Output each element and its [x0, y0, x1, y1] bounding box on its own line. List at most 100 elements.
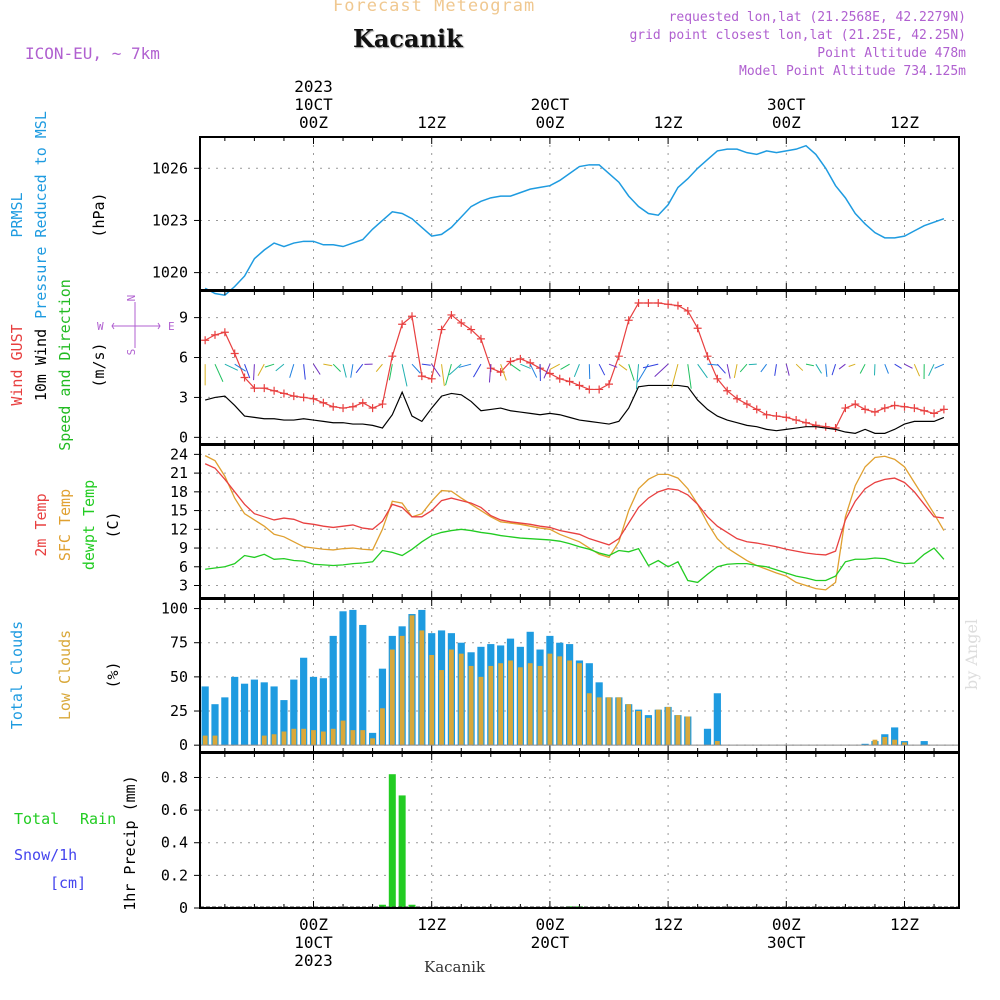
wind-direction-arrow	[774, 364, 777, 376]
low-cloud-bar	[527, 663, 533, 746]
gust-marker	[595, 385, 604, 394]
wind-direction-arrow	[355, 363, 364, 374]
gust-marker	[329, 402, 338, 411]
low-cloud-bar	[360, 730, 366, 746]
wind-direction-arrow	[934, 363, 945, 369]
low-cloud-bar	[202, 735, 208, 746]
y-tick-label: 75	[170, 634, 188, 652]
wind-direction-arrow	[618, 363, 628, 371]
model-label: ICON-EU, ~ 7km	[25, 44, 160, 63]
gust-marker	[614, 352, 623, 361]
low-cloud-bar	[419, 630, 425, 746]
top-time-label: 12Z	[417, 113, 446, 132]
total-cloud-bar	[240, 683, 249, 746]
wind-direction-arrow	[375, 363, 383, 373]
total-cloud-bar	[250, 679, 258, 746]
gust-marker	[260, 384, 269, 393]
low-cloud-bar	[665, 706, 671, 746]
low-cloud-bar	[301, 728, 307, 746]
wind-direction-arrow	[838, 363, 846, 370]
gust-marker	[526, 358, 535, 367]
y-tick-label: 0.6	[161, 801, 188, 819]
wind-speed-line	[204, 384, 945, 434]
low-cloud-bar	[685, 716, 691, 746]
wind-direction-arrow	[760, 363, 768, 373]
wind-direction-arrow	[795, 363, 804, 371]
total-cloud-bar	[270, 686, 278, 746]
gust-marker	[890, 401, 899, 410]
total-cloud-bar	[329, 635, 337, 746]
low-cloud-bar	[882, 736, 888, 746]
gust-marker	[319, 398, 328, 407]
pressure-line	[204, 144, 945, 297]
y-tick-label: 24	[170, 445, 188, 463]
compass-w: W	[97, 320, 104, 333]
total-cloud-bar	[290, 679, 298, 746]
y-axis-label: dewpt Temp	[80, 480, 98, 570]
gust-marker	[693, 324, 702, 333]
wind-direction-arrow	[642, 363, 659, 369]
gust-marker	[388, 352, 397, 361]
panel-5: 0 0.2 0.4 0.6 0.8 1hr Precip (mm) Total RainSno…	[14, 753, 959, 917]
wind-direction-arrow	[549, 363, 560, 370]
wind-direction-arrow	[431, 363, 441, 377]
y-tick-label: 6	[179, 349, 188, 367]
low-cloud-bar	[488, 665, 494, 746]
gust-marker	[427, 374, 436, 383]
total-cloud-bar	[920, 741, 928, 746]
top-time-label: 12Z	[890, 113, 919, 132]
y-tick-label: 3	[179, 388, 188, 406]
requested-lonlat: requested lon,lat (21.2568E, 42.2279N)	[668, 10, 966, 25]
compass-n: N	[125, 295, 138, 302]
gust-marker	[752, 405, 761, 414]
compass-e: E	[168, 320, 175, 333]
wind-direction-arrow	[687, 364, 692, 389]
gust-marker	[624, 316, 633, 325]
wind-direction-arrow	[815, 363, 822, 374]
y-axis-unit: (%)	[104, 661, 122, 688]
gust-marker	[408, 312, 416, 321]
wind-direction-arrow	[904, 363, 913, 369]
bottom-time-label: 12Z	[417, 915, 446, 934]
wind-direction-arrow	[928, 363, 935, 377]
wind-direction-arrow	[244, 363, 251, 379]
legend-snow: Snow/1h	[14, 846, 77, 864]
gust-marker	[880, 404, 889, 413]
y-tick-label: 18	[170, 483, 188, 501]
legend-unit: [cm]	[50, 874, 86, 892]
gust-marker	[930, 409, 939, 418]
gust-marker	[683, 306, 692, 315]
bottom-time-label: 20CT	[531, 933, 570, 952]
y-tick-label: 21	[170, 464, 188, 482]
y-tick-label: 0.8	[161, 768, 188, 786]
bottom-time-label: 00Z	[772, 915, 801, 934]
wind-direction-arrow	[654, 363, 669, 377]
low-cloud-bar	[616, 697, 622, 746]
y-axis-label: 1hr Precip (mm)	[121, 775, 139, 910]
bottom-time-label: 00Z	[299, 915, 328, 934]
y-axis-unit: (hPa)	[90, 192, 108, 237]
gust-marker	[821, 422, 830, 431]
total-cloud-bar	[713, 693, 721, 746]
gust-marker	[673, 301, 682, 310]
gust-marker	[654, 298, 663, 307]
y-axis-label: Speed and Direction	[56, 279, 74, 451]
wind-direction-arrow	[894, 363, 902, 369]
wind-direction-arrow	[411, 363, 421, 374]
gust-marker	[279, 389, 288, 398]
low-cloud-bar	[399, 635, 405, 746]
top-time-label: 2023	[294, 77, 333, 96]
total-cloud-bar	[359, 624, 367, 746]
low-cloud-bar	[892, 739, 898, 746]
wind-direction-arrow	[441, 364, 445, 387]
wind-direction-arrow	[289, 364, 295, 378]
credit-watermark: by Angel	[962, 618, 981, 690]
wind-direction-arrow	[224, 363, 238, 371]
gust-marker	[703, 352, 712, 361]
gust-marker	[368, 404, 377, 413]
y-axis-unit: (C)	[104, 511, 122, 538]
total-cloud-bar	[201, 686, 209, 746]
wind-direction-arrow	[635, 364, 640, 390]
panel-1: 1020 1023 1026 PRMSL Pressure Reduced to MSL…	[8, 111, 959, 319]
